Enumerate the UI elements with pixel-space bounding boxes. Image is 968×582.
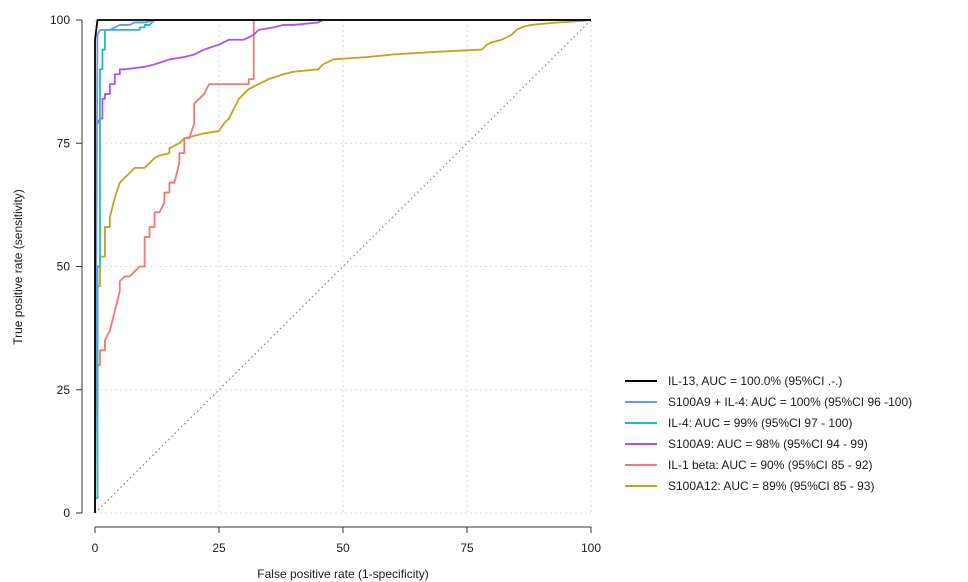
- legend-label-3: S100A9: AUC = 98% (95%CI 94 - 99): [668, 437, 868, 451]
- x-axis-label: False positive rate (1-specificity): [257, 567, 428, 581]
- legend-label-5: S100A12: AUC = 89% (95%CI 85 - 93): [668, 479, 874, 493]
- y-tick-label-2: 50: [57, 260, 71, 274]
- series-line-5: [95, 19, 592, 416]
- series-line-4: [95, 19, 591, 416]
- y-tick-label-4: 100: [50, 13, 70, 27]
- y-axis-label: True positive rate (sensitivity): [11, 189, 25, 345]
- y-tick-label-1: 25: [57, 383, 71, 397]
- legend: IL-13, AUC = 100.0% (95%CI .-.) S100A9 + …: [625, 374, 912, 493]
- y-tick-label-0: 0: [63, 506, 70, 520]
- legend-label-1: S100A9 + IL-4: AUC = 100% (95%CI 96 -100…: [668, 395, 912, 409]
- series-line-3: [95, 19, 591, 125]
- legend-label-4: IL-1 beta: AUC = 90% (95%CI 85 - 92): [668, 458, 872, 472]
- y-ticks: 0 25 50 75 100: [50, 13, 82, 520]
- x-tick-label-2: 50: [336, 541, 350, 555]
- series-line-1: [94, 19, 591, 514]
- axes: [81, 20, 591, 528]
- y-tick-label-3: 75: [57, 136, 71, 150]
- x-tick-label-1: 25: [212, 541, 226, 555]
- x-tick-label-0: 0: [92, 541, 99, 555]
- x-ticks: 0 25 50 75 100: [92, 527, 601, 555]
- x-tick-label-4: 100: [581, 541, 601, 555]
- legend-label-2: IL-4: AUC = 99% (95%CI 97 - 100): [668, 416, 852, 430]
- series-lines: [94, 19, 592, 514]
- legend-label-0: IL-13, AUC = 100.0% (95%CI .-.): [668, 374, 842, 388]
- x-tick-label-3: 75: [460, 541, 474, 555]
- series-line-0: [94, 19, 591, 513]
